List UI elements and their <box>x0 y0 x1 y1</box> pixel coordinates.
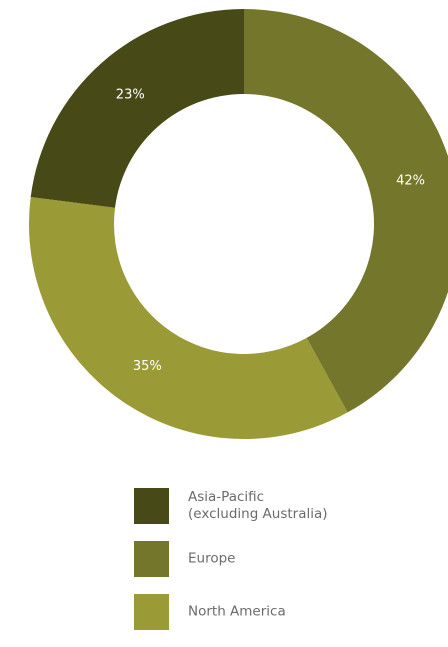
slice-value-label-asia-pacific: 23% <box>116 87 145 102</box>
legend-swatch-europe <box>134 541 169 577</box>
slice-value-label-north-america: 35% <box>133 359 162 374</box>
legend-item-europe: Europe <box>134 541 434 577</box>
slice-europe <box>244 9 448 413</box>
legend-swatch-north-america <box>134 594 169 630</box>
legend-label-asia-pacific: Asia-Pacific (excluding Australia) <box>188 489 328 522</box>
legend-label-europe: Europe <box>188 550 236 567</box>
legend-item-asia-pacific: Asia-Pacific (excluding Australia) <box>134 488 434 524</box>
legend-label-north-america: North America <box>188 603 286 620</box>
donut-chart: 42% 35% 23% Asia-Pacific (excluding Austra… <box>28 9 448 630</box>
legend: Asia-Pacific (excluding Australia) Europ… <box>134 488 434 647</box>
legend-swatch-asia-pacific <box>134 488 169 524</box>
slice-asia-pacific <box>30 9 244 208</box>
legend-item-north-america: North America <box>134 594 434 630</box>
donut-svg: 42% 35% 23% <box>28 9 448 440</box>
slice-north-america <box>28 197 348 440</box>
slice-value-label-europe: 42% <box>396 174 425 189</box>
